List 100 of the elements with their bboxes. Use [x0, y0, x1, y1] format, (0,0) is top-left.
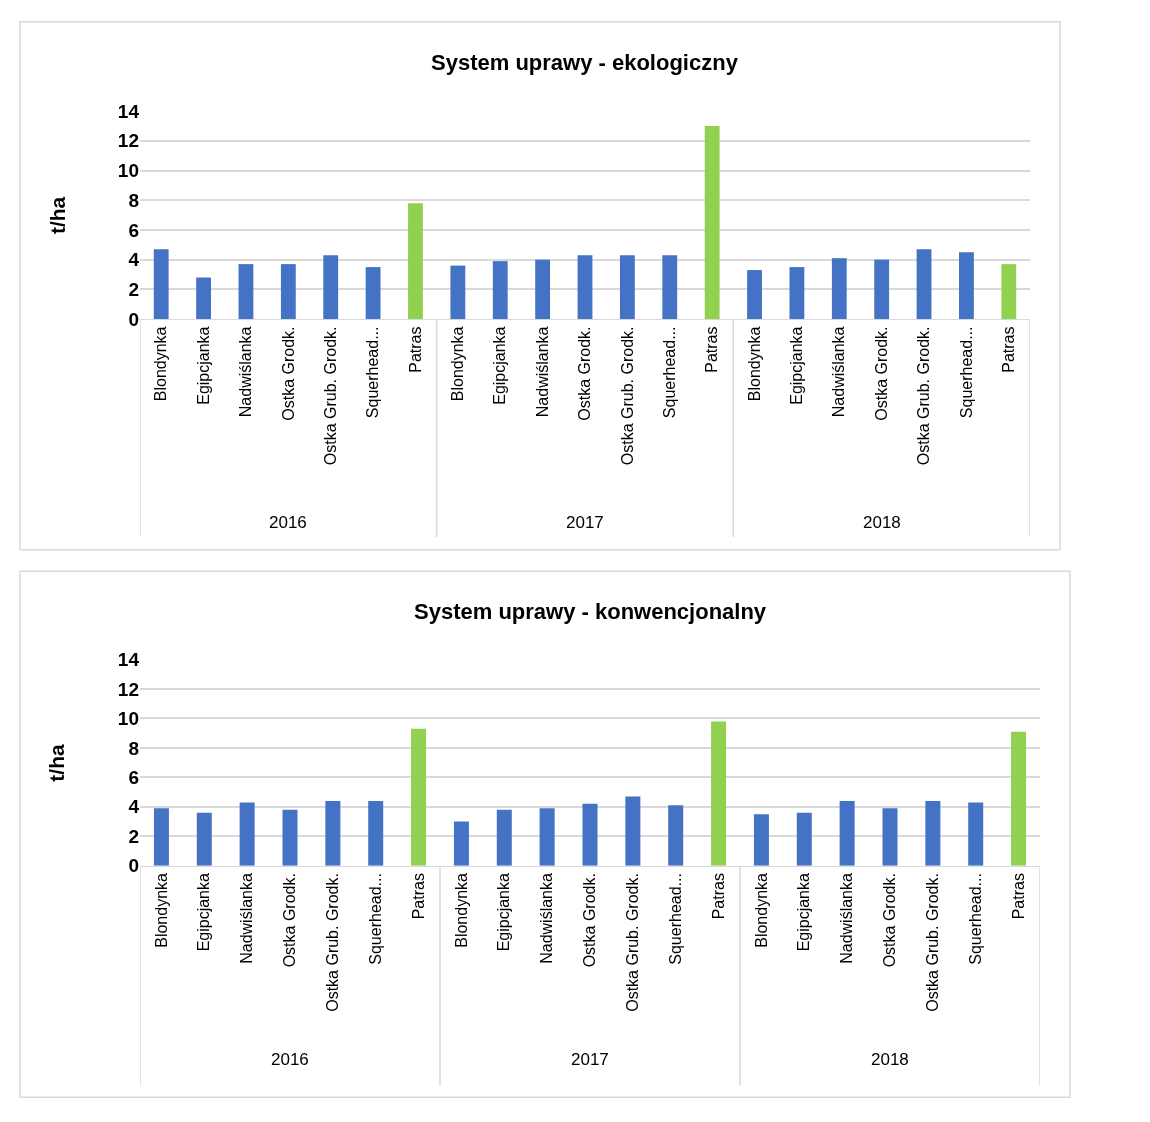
bar: [325, 800, 341, 866]
x-tick-label: Ostka Grub. Grodk.: [924, 873, 942, 1012]
x-tick-label: Blondynka: [752, 872, 770, 948]
x-tick-label: Egipcjanka: [795, 872, 813, 952]
y-axis-title: t/ha: [45, 743, 69, 782]
bar: [492, 261, 508, 320]
text: 2018: [863, 513, 901, 532]
x-tick-label: Ostka Grub. Grodk.: [915, 326, 933, 466]
bar: [323, 255, 339, 320]
bar: [496, 809, 512, 866]
x-tick-label: Patras: [409, 873, 427, 920]
chart-title: System uprawy - ekologiczny: [431, 50, 739, 75]
bar: [577, 255, 593, 320]
x-tick-label: Squerhead...: [957, 326, 975, 419]
bar: [368, 800, 384, 866]
bar: [839, 800, 855, 866]
y-tick-label: 10: [117, 708, 139, 730]
y-tick-label: 14: [117, 649, 140, 671]
x-tick-label: Egipcjanka: [491, 326, 509, 405]
x-tick-label: Ostka Grodk.: [881, 873, 899, 968]
y-axis-title: t/ha: [45, 196, 69, 235]
y-tick-label: 8: [128, 737, 139, 759]
x-tick-label: Ostka Grub. Grodk.: [321, 326, 339, 466]
y-tick-label: 8: [128, 189, 139, 211]
x-tick-label: Squerhead...: [666, 873, 684, 965]
bar: [196, 812, 212, 866]
x-tick-label: Squerhead...: [364, 326, 382, 419]
text: 2016: [269, 513, 307, 532]
bar: [925, 800, 941, 866]
bar: [619, 255, 635, 320]
x-tick-label: Egipcjanka: [194, 326, 212, 405]
x-tick-label: Nadwiślanka: [838, 872, 856, 964]
x-tick-label: Ostka Grodk.: [872, 326, 890, 421]
x-tick-label: Ostka Grub. Grodk.: [618, 326, 636, 466]
bar: [968, 802, 984, 866]
bar: [239, 802, 255, 866]
bar: [153, 808, 169, 866]
bar: [238, 264, 254, 320]
y-tick-label: 12: [117, 130, 139, 152]
x-tick-label: Patras: [406, 326, 424, 373]
bar: [280, 264, 296, 320]
x-tick-label: Ostka Grodk.: [581, 873, 599, 968]
bar: [282, 809, 298, 866]
x-tick-label: Nadwiślanka: [238, 872, 256, 964]
text: 2016: [271, 1050, 309, 1069]
bar: [153, 249, 169, 320]
bar: [625, 796, 641, 866]
y-tick-label: 6: [128, 767, 139, 789]
x-tick-label: Egipcjanka: [788, 326, 806, 405]
bar: [365, 267, 381, 320]
x-tick-label: Patras: [703, 326, 721, 373]
x-tick-label: Patras: [709, 873, 727, 920]
bar: [535, 259, 551, 320]
bar: [411, 728, 427, 866]
y-tick-label: 4: [128, 796, 140, 818]
x-tick-label: Blondynka: [745, 326, 763, 402]
bar: [1011, 731, 1027, 866]
bar: [539, 808, 555, 866]
y-tick-label: 2: [128, 825, 139, 847]
bar: [916, 249, 932, 320]
x-tick-label: Blondynka: [152, 326, 170, 402]
x-tick-label: Egipcjanka: [495, 872, 513, 952]
bar: [450, 265, 466, 320]
x-tick-label: Ostka Grub. Grodk.: [324, 873, 342, 1012]
bar: [704, 125, 720, 320]
x-tick-label: Egipcjanka: [195, 872, 213, 952]
x-tick-label: Squerhead...: [366, 873, 384, 965]
x-tick-label: Nadwiślanka: [533, 326, 551, 418]
x-tick-label: Squerhead...: [966, 873, 984, 965]
bar: [582, 803, 598, 866]
bar: [753, 814, 769, 866]
y-tick-label: 4: [128, 249, 140, 271]
x-tick-label: Patras: [1009, 873, 1027, 920]
bar: [882, 808, 898, 866]
bar: [747, 270, 762, 320]
y-tick-label: 10: [117, 160, 139, 182]
x-tick-label: Squerhead...: [660, 326, 678, 419]
y-tick-label: 0: [128, 855, 139, 877]
x-tick-label: Nadwiślanka: [830, 326, 848, 418]
bar: [711, 721, 727, 866]
bar: [668, 805, 684, 866]
x-tick-label: Nadwiślanka: [237, 326, 255, 418]
x-tick-label: Ostka Grodk.: [576, 326, 594, 421]
bar: [196, 277, 211, 320]
x-tick-label: Ostka Grodk.: [279, 326, 297, 421]
bar: [453, 821, 469, 866]
text: 2017: [571, 1050, 609, 1069]
bar: [959, 252, 974, 320]
x-tick-label: Blondynka: [152, 872, 170, 948]
x-tick-label: Blondynka: [449, 326, 467, 402]
text: 2018: [871, 1050, 909, 1069]
y-tick-label: 14: [117, 100, 140, 122]
y-tick-label: 6: [128, 219, 139, 241]
y-tick-label: 0: [128, 308, 139, 330]
bar: [1001, 264, 1017, 320]
x-tick-label: Ostka Grodk.: [281, 873, 299, 968]
bar: [831, 258, 847, 320]
bar: [874, 259, 890, 320]
bar: [789, 267, 805, 320]
x-tick-label: Ostka Grub. Grodk.: [624, 873, 642, 1012]
